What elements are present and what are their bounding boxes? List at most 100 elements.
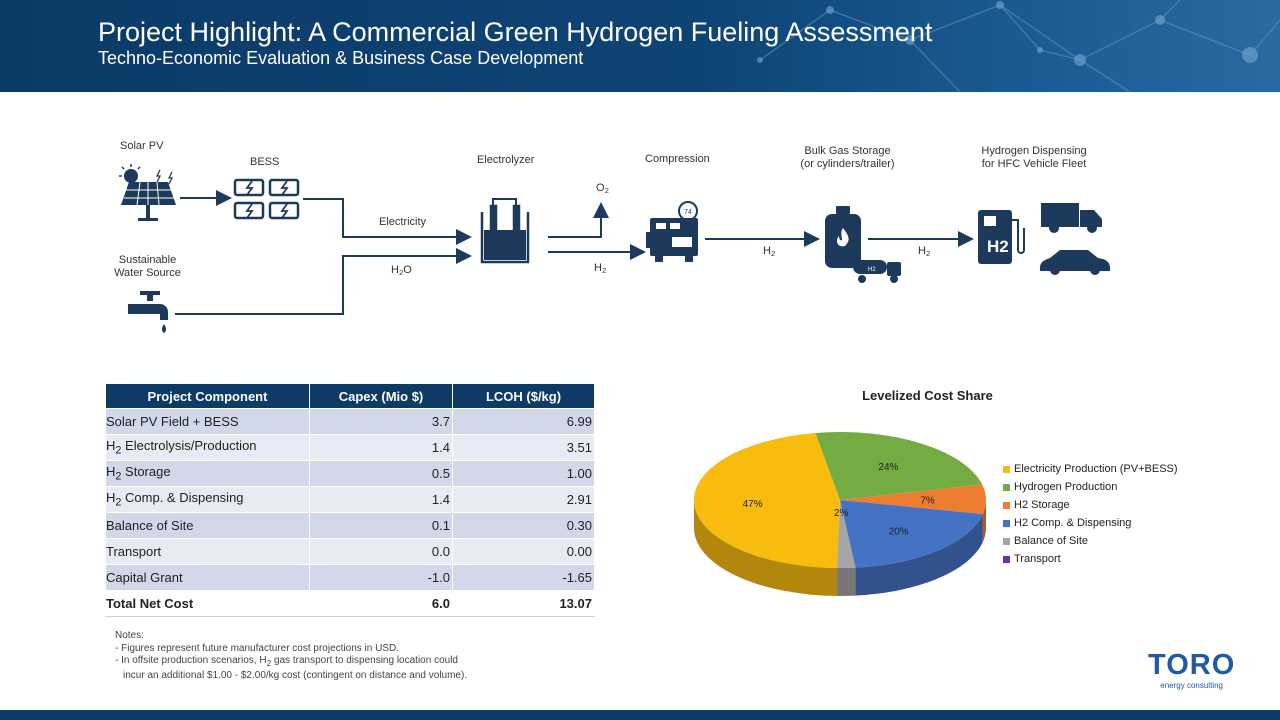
legend-label: Hydrogen Production	[1014, 481, 1118, 493]
total-row: Total Net Cost 6.0 13.07	[105, 590, 595, 617]
pie-data-label: 47%	[743, 499, 763, 510]
h2-truck-icon	[1041, 203, 1102, 233]
component-cell: H2 Electrolysis/Production	[105, 434, 310, 461]
water-source-label: Sustainable Water Source	[114, 254, 181, 279]
pie-slice	[840, 500, 983, 568]
legend-label: Transport	[1014, 553, 1061, 565]
lcoh-cell: 3.51	[452, 434, 595, 461]
lcoh-cell: 0.30	[452, 512, 595, 539]
legend-label: H2 Comp. & Dispensing	[1014, 517, 1132, 529]
table-row: H2 Comp. & Dispensing 1.4 2.91	[105, 486, 595, 513]
legend-swatch	[1003, 519, 1010, 527]
pie-slice-side	[837, 567, 856, 596]
flow-graphics: 74 H2 H2	[119, 164, 1110, 333]
legend-item: Balance of Site	[1003, 532, 1178, 550]
total-label-cell: Total Net Cost	[105, 590, 310, 617]
legend-swatch	[1003, 501, 1010, 509]
page-subtitle: Techno-Economic Evaluation & Business Ca…	[98, 48, 584, 68]
pie-data-label: 2%	[834, 508, 849, 519]
pie-slice	[837, 500, 856, 568]
h2o-label: H2O	[391, 264, 412, 277]
truck-h2-label: H2	[868, 267, 876, 273]
lcoh-cell: 2.91	[452, 486, 595, 513]
lcoh-cell: 6.99	[452, 408, 595, 435]
pie-data-label: 7%	[920, 496, 935, 507]
pie-slice-side	[982, 500, 986, 543]
notes-line-2: - In offsite production scenarios, H2 ga…	[115, 655, 458, 668]
notes-line-3: incur an additional $1.00 - $2.00/kg cos…	[123, 669, 468, 681]
gas-cylinder-icon	[825, 206, 861, 268]
pie-slice	[693, 432, 840, 568]
legend-label: Electricity Production (PV+BESS)	[1014, 463, 1178, 475]
lcoh-cell: 1.00	[452, 460, 595, 487]
legend-item: H2 Comp. & Dispensing	[1003, 514, 1178, 532]
pie-data-label: 20%	[889, 526, 909, 537]
footer-bar	[0, 710, 1280, 720]
electricity-label: Electricity	[379, 216, 427, 228]
table-header-row: Project Component Capex (Mio $) LCOH ($/…	[105, 383, 595, 409]
solar-pv-label: Solar PV	[120, 140, 164, 152]
notes-heading: Notes:	[115, 630, 144, 641]
pie-slice	[815, 432, 983, 500]
process-flow-diagram: 74 H2 H2	[0, 92, 1280, 372]
compression-label: Compression	[645, 153, 710, 165]
legend-swatch	[1003, 483, 1010, 491]
legend-swatch	[1003, 537, 1010, 545]
water-faucet-icon	[128, 291, 168, 333]
total-lcoh-cell: 13.07	[452, 590, 595, 617]
legend-item: Electricity Production (PV+BESS)	[1003, 460, 1178, 478]
page-title: Project Highlight: A Commercial Green Hy…	[98, 17, 933, 47]
component-cell: Capital Grant	[105, 564, 310, 591]
component-cell: Solar PV Field + BESS	[105, 408, 310, 435]
table-row: Transport 0.0 0.00	[105, 538, 595, 565]
cost-table: Project Component Capex (Mio $) LCOH ($/…	[105, 383, 595, 617]
component-cell: H2 Comp. & Dispensing	[105, 486, 310, 513]
o2-label: O2	[596, 182, 609, 195]
legend-label: Balance of Site	[1014, 535, 1088, 547]
legend-swatch	[1003, 555, 1010, 563]
compressor-icon	[646, 201, 698, 262]
header-banner: Project Highlight: A Commercial Green Hy…	[0, 0, 1280, 92]
lcoh-cell: 0.00	[452, 538, 595, 565]
header-lcoh: LCOH ($/kg)	[452, 383, 595, 409]
gauge-value: 74	[684, 209, 692, 216]
legend-item: Hydrogen Production	[1003, 478, 1178, 496]
solar-panel-icon	[119, 164, 176, 221]
h2-label-storage: H2	[918, 245, 931, 258]
total-capex-cell: 6.0	[309, 590, 453, 617]
header-capex: Capex (Mio $)	[309, 383, 453, 409]
network-pattern	[757, 0, 1280, 92]
chart-legend: Electricity Production (PV+BESS) Hydrogen…	[1003, 460, 1178, 568]
lcoh-cell: -1.65	[452, 564, 595, 591]
table-row: Solar PV Field + BESS 3.7 6.99	[105, 408, 595, 435]
electrolyzer-label: Electrolyzer	[477, 154, 535, 166]
hydrogen-dispensing-label: Hydrogen Dispensing for HFC Vehicle Fleet	[981, 145, 1087, 170]
electrolyzer-icon	[480, 198, 530, 264]
table-row: Capital Grant -1.0 -1.65	[105, 564, 595, 591]
capex-cell: 1.4	[309, 434, 453, 461]
pie-chart: 47% 24% 7% 20% 2%	[693, 432, 986, 596]
fuel-dispenser-icon: H2	[978, 210, 1025, 264]
chart-title: Levelized Cost Share	[862, 388, 993, 403]
legend-label: H2 Storage	[1014, 499, 1070, 511]
capex-cell: 1.4	[309, 486, 453, 513]
pie-slice-side	[855, 514, 983, 596]
bess-label: BESS	[250, 156, 280, 168]
table-row: H2 Electrolysis/Production 1.4 3.51	[105, 434, 595, 461]
capex-cell: 0.5	[309, 460, 453, 487]
bulk-storage-label: Bulk Gas Storage (or cylinders/trailer)	[800, 145, 895, 170]
legend-item: Transport	[1003, 550, 1178, 568]
capex-cell: 0.0	[309, 538, 453, 565]
pump-h2-label: H2	[987, 237, 1009, 256]
toro-logo: TORO energy consulting	[1148, 649, 1236, 690]
h2-car-icon	[1040, 250, 1110, 275]
pie-data-label: 24%	[878, 462, 898, 473]
legend-item: H2 Storage	[1003, 496, 1178, 514]
table-row: Balance of Site 0.1 0.30	[105, 512, 595, 539]
capex-cell: 3.7	[309, 408, 453, 435]
h2-label-compression: H2	[763, 245, 776, 258]
capex-cell: -1.0	[309, 564, 453, 591]
capex-cell: 0.1	[309, 512, 453, 539]
h2-label-electrolyzer: H2	[594, 262, 607, 275]
component-cell: H2 Storage	[105, 460, 310, 487]
